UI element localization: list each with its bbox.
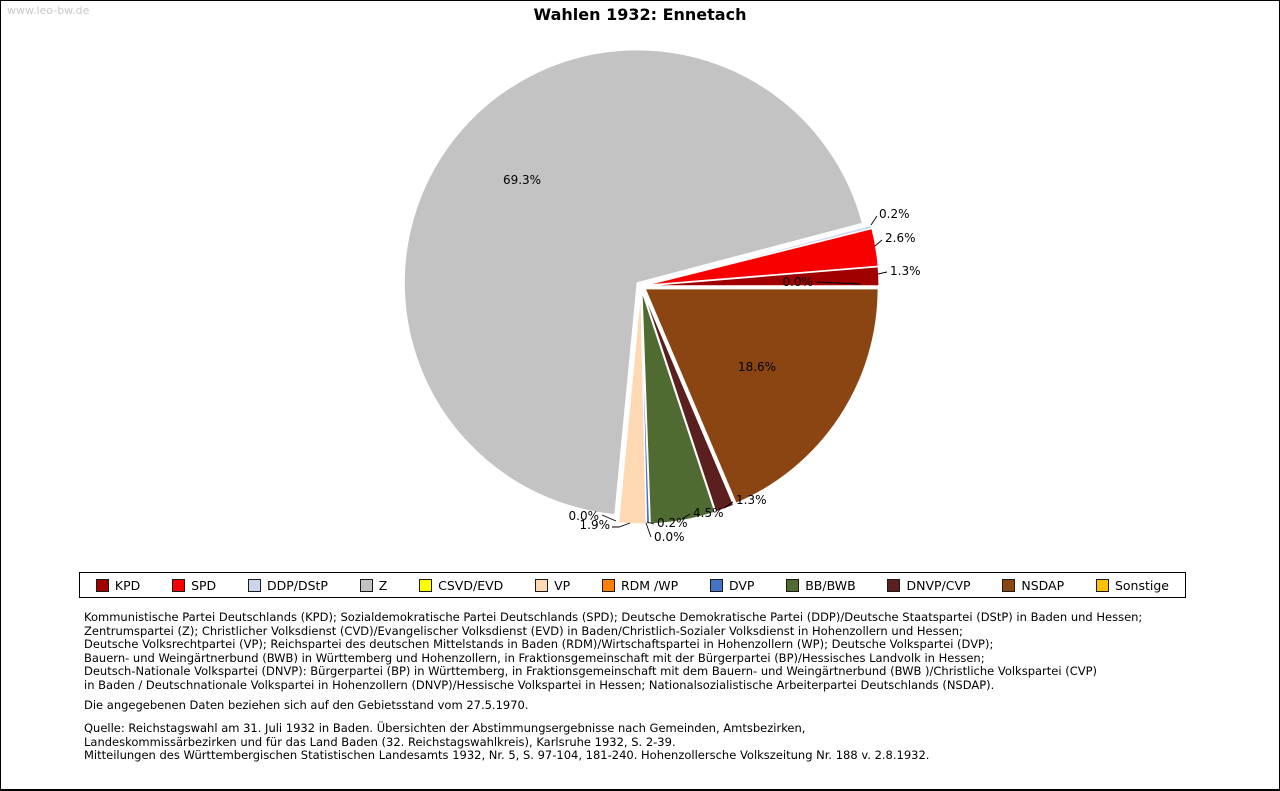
pie-slice-kpd — [645, 266, 880, 287]
text-line: Mitteilungen des Württembergischen Stati… — [84, 748, 930, 762]
legend-label: SPD — [191, 577, 217, 593]
label-leader-bb-bwb — [681, 513, 691, 520]
label-leader-dvp — [646, 521, 655, 525]
label-leader-spd — [874, 239, 883, 247]
legend-swatch-z — [359, 578, 373, 592]
label-leader-csvd-evd — [601, 514, 617, 522]
legend-swatch-dnvp-cvp — [887, 578, 901, 592]
pie-slice-z — [403, 49, 864, 516]
watermark: www.leo-bw.de — [7, 4, 90, 17]
legend-item-z: Z — [359, 577, 388, 593]
label-leader-ddp-dstp — [870, 215, 878, 226]
legend-label: KPD — [114, 577, 141, 593]
label-leader-rdm-wp — [645, 522, 652, 538]
pie-percent-label-vp: 1.9% — [580, 518, 611, 532]
page-title: Wahlen 1932: Ennetach — [533, 5, 747, 24]
legend: KPD SPD DDP/DStP Z CSVD/EVD VP RDM /WP DVP BB/BW… — [79, 572, 1186, 598]
legend-label: RDM /WP — [620, 577, 679, 593]
legend-label: Sonstige — [1114, 577, 1169, 593]
pie-slice-dnvp-cvp — [642, 290, 735, 513]
legend-swatch-csvd-evd — [419, 578, 433, 592]
pie-percent-label-kpd: 1.3% — [890, 264, 921, 278]
label-leader-dnvp-cvp — [723, 501, 734, 509]
legend-swatch-sonstige — [1095, 578, 1109, 592]
text-line: Kommunistische Partei Deutschlands (KPD)… — [84, 610, 1143, 624]
source-note: Quelle: Reichstagswahl am 31. Juli 1932 … — [84, 721, 930, 763]
legend-item-nsdap: NSDAP — [1002, 578, 1064, 593]
legend-swatch-kpd — [95, 578, 109, 592]
label-leader-kpd — [877, 271, 888, 275]
pie-percent-label-nsdap: 18.6% — [738, 360, 776, 374]
legend-item-kpd: KPD — [95, 577, 141, 593]
legend-swatch-rdm-wp — [601, 578, 615, 592]
pie-percent-label-rdm-wp: 0.0% — [654, 530, 685, 544]
pie-percent-label-csvd-evd: 0.0% — [569, 509, 600, 523]
text-line: Zentrumspartei (Z); Christlicher Volksdi… — [84, 623, 963, 638]
party-abbreviation-note: Kommunistische Partei Deutschlands (KPD)… — [84, 610, 1143, 692]
legend-label: CSVD/EVD — [438, 577, 504, 593]
pie-slice-ddp-dstp — [645, 224, 873, 286]
text-line: Quelle: Reichstagswahl am 31. Juli 1932 … — [84, 721, 806, 735]
legend-swatch-bb-bwb — [786, 578, 800, 592]
legend-swatch-dvp — [709, 578, 723, 592]
legend-item-dvp: DVP — [709, 577, 755, 593]
legend-item-vp: VP — [535, 578, 570, 593]
text-line: Landeskommissärbezirken und für das Land… — [84, 734, 676, 749]
territory-note: Die angegebenen Daten beziehen sich auf … — [84, 698, 529, 712]
legend-swatch-ddp-dstp — [247, 578, 261, 592]
legend-swatch-spd — [172, 578, 186, 592]
legend-item-dnvp-cvp: DNVP/CVP — [887, 577, 971, 593]
pie-percent-label-bb-bwb: 4.5% — [693, 506, 724, 520]
pie-chart: 1.3%2.6%0.2%69.3%0.0%1.9%0.0%0.2%4.5%1.3… — [403, 49, 921, 544]
pie-percent-label-ddp-dstp: 0.2% — [879, 207, 910, 221]
legend-label: DVP — [728, 577, 755, 593]
text-line: in Baden / Deutschnationale Volkspartei … — [84, 677, 995, 692]
text-line: Deutsche Volksrechtpartei (VP); Reichspa… — [84, 637, 994, 651]
legend-label: BB/BWB — [805, 577, 856, 593]
legend-item-sonstige: Sonstige — [1095, 577, 1169, 593]
pie-percent-label-sonstige: 0.0% — [783, 275, 814, 289]
legend-item-csvd-evd: CSVD/EVD — [419, 578, 503, 593]
legend-label: VP — [554, 577, 571, 593]
pie-percent-label-z: 69.3% — [503, 173, 541, 187]
pie-percent-label-spd: 2.6% — [885, 231, 916, 245]
legend-item-spd: SPD — [172, 578, 216, 593]
legend-swatch-vp — [535, 578, 549, 592]
legend-item-bb-bwb: BB/BWB — [786, 577, 856, 593]
label-leader-vp — [612, 522, 631, 528]
pie-percent-label-dvp: 0.2% — [657, 516, 688, 530]
pie-slice-nsdap — [644, 288, 879, 505]
legend-item-ddp-dstp: DDP/DStP — [247, 577, 328, 593]
legend-label: Z — [378, 577, 388, 593]
legend-label: DNVP/CVP — [906, 577, 971, 593]
legend-item-rdm-wp: RDM /WP — [601, 577, 679, 593]
text-line: Bauern- und Weingärtnerbund (BWB) in Wür… — [84, 650, 985, 665]
legend-swatch-nsdap — [1002, 578, 1016, 592]
pie-percent-label-dnvp-cvp: 1.3% — [736, 493, 767, 507]
legend-label: DDP/DStP — [266, 577, 328, 593]
pie-slice-bb-bwb — [641, 290, 716, 525]
label-leader-sonstige — [816, 281, 862, 285]
legend-label: NSDAP — [1021, 577, 1065, 593]
text-line: Deutsch-Nationale Volkspartei (DNVP): Bü… — [84, 664, 1098, 678]
